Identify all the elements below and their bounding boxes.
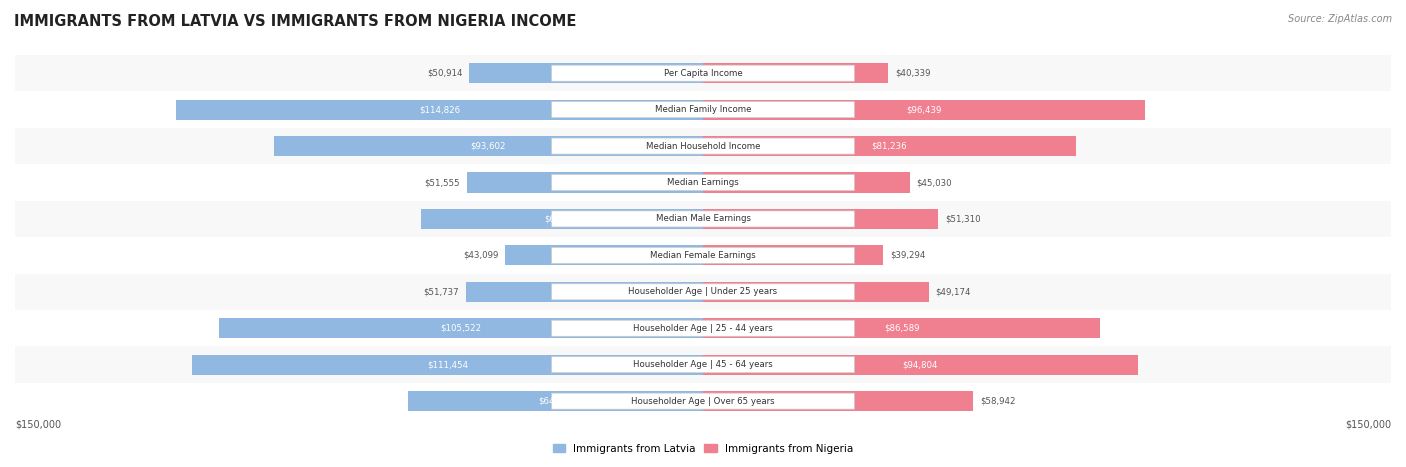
Text: $43,099: $43,099 <box>463 251 499 260</box>
Text: $58,942: $58,942 <box>980 396 1015 406</box>
Text: $111,454: $111,454 <box>427 360 468 369</box>
Bar <box>470 63 703 83</box>
Bar <box>15 274 1391 310</box>
Text: Householder Age | 45 - 64 years: Householder Age | 45 - 64 years <box>633 360 773 369</box>
Text: $64,298: $64,298 <box>537 396 574 406</box>
Bar <box>15 347 1391 383</box>
Legend: Immigrants from Latvia, Immigrants from Nigeria: Immigrants from Latvia, Immigrants from … <box>553 444 853 453</box>
Text: $51,310: $51,310 <box>945 214 981 223</box>
Text: $51,555: $51,555 <box>425 178 460 187</box>
Bar <box>703 391 973 411</box>
FancyBboxPatch shape <box>551 175 855 191</box>
Text: Source: ZipAtlas.com: Source: ZipAtlas.com <box>1288 14 1392 24</box>
FancyBboxPatch shape <box>551 357 855 373</box>
Text: $96,439: $96,439 <box>907 105 942 114</box>
FancyBboxPatch shape <box>551 393 855 409</box>
FancyBboxPatch shape <box>551 320 855 336</box>
Text: $114,826: $114,826 <box>419 105 460 114</box>
FancyBboxPatch shape <box>551 248 855 263</box>
Bar <box>703 136 1076 156</box>
Bar <box>15 237 1391 274</box>
Text: IMMIGRANTS FROM LATVIA VS IMMIGRANTS FROM NIGERIA INCOME: IMMIGRANTS FROM LATVIA VS IMMIGRANTS FRO… <box>14 14 576 29</box>
Bar <box>505 245 703 265</box>
Bar <box>465 282 703 302</box>
Text: Median Female Earnings: Median Female Earnings <box>650 251 756 260</box>
FancyBboxPatch shape <box>551 102 855 118</box>
Bar <box>15 55 1391 92</box>
Bar <box>15 310 1391 347</box>
Text: $150,000: $150,000 <box>15 420 60 430</box>
Bar <box>15 128 1391 164</box>
Bar <box>703 245 883 265</box>
Bar <box>703 99 1146 120</box>
Text: $105,522: $105,522 <box>440 324 482 333</box>
Text: $81,236: $81,236 <box>872 142 907 150</box>
FancyBboxPatch shape <box>551 211 855 227</box>
Text: $39,294: $39,294 <box>890 251 925 260</box>
Bar <box>703 318 1099 338</box>
Text: $45,030: $45,030 <box>917 178 952 187</box>
Text: Median Household Income: Median Household Income <box>645 142 761 150</box>
Bar <box>15 201 1391 237</box>
Text: Median Male Earnings: Median Male Earnings <box>655 214 751 223</box>
Bar <box>176 99 703 120</box>
Text: $49,174: $49,174 <box>935 287 972 297</box>
Text: $86,589: $86,589 <box>884 324 920 333</box>
Bar <box>15 164 1391 201</box>
Text: $150,000: $150,000 <box>1346 420 1391 430</box>
Bar <box>408 391 703 411</box>
Bar <box>422 209 703 229</box>
Text: Median Earnings: Median Earnings <box>666 178 740 187</box>
Text: $50,914: $50,914 <box>427 69 463 78</box>
Bar <box>467 172 703 192</box>
Text: $61,422: $61,422 <box>544 214 579 223</box>
Text: $40,339: $40,339 <box>894 69 931 78</box>
Text: $93,602: $93,602 <box>471 142 506 150</box>
Text: Median Family Income: Median Family Income <box>655 105 751 114</box>
Bar <box>703 209 938 229</box>
Text: $94,804: $94,804 <box>903 360 938 369</box>
Bar <box>15 92 1391 128</box>
Bar <box>274 136 703 156</box>
Text: $51,737: $51,737 <box>423 287 458 297</box>
Bar <box>703 354 1137 375</box>
Text: Householder Age | Under 25 years: Householder Age | Under 25 years <box>628 287 778 297</box>
Bar <box>191 354 703 375</box>
FancyBboxPatch shape <box>551 284 855 300</box>
Bar <box>703 63 889 83</box>
FancyBboxPatch shape <box>551 65 855 81</box>
Text: Per Capita Income: Per Capita Income <box>664 69 742 78</box>
Text: Householder Age | 25 - 44 years: Householder Age | 25 - 44 years <box>633 324 773 333</box>
Text: Householder Age | Over 65 years: Householder Age | Over 65 years <box>631 396 775 406</box>
Bar <box>703 172 910 192</box>
Bar <box>219 318 703 338</box>
FancyBboxPatch shape <box>551 138 855 154</box>
Bar <box>15 383 1391 419</box>
Bar <box>703 282 928 302</box>
